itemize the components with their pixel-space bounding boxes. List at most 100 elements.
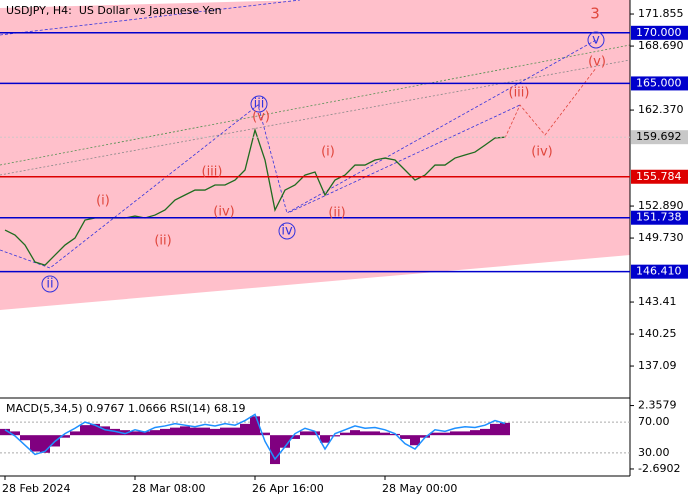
wave-circle xyxy=(278,222,296,240)
y-tick-label: 168.690 xyxy=(638,39,684,52)
macd-bar xyxy=(230,427,240,436)
macd-bar xyxy=(60,435,70,438)
wave-label: (i) xyxy=(96,194,110,209)
wave-label: (iii) xyxy=(202,165,223,180)
wave-circle xyxy=(250,95,268,113)
x-tick-label: 28 May 00:00 xyxy=(382,482,457,495)
macd-bar xyxy=(460,431,470,436)
macd-bar xyxy=(340,432,350,436)
level-label-box xyxy=(631,210,688,225)
macd-bar xyxy=(370,431,380,436)
macd-bar xyxy=(10,431,20,436)
indicator-title: MACD(5,34,5) 0.9767 1.0666 RSI(14) 68.19 xyxy=(6,402,245,415)
wave-label: 3 xyxy=(590,5,600,23)
macd-bar xyxy=(250,416,260,436)
level-label-box xyxy=(631,169,688,184)
trend-line xyxy=(0,59,631,176)
macd-bar xyxy=(30,435,40,452)
macd-bar xyxy=(500,422,510,436)
wave-label: (iv) xyxy=(213,205,234,220)
macd-bar xyxy=(330,435,340,437)
y-tick-label: 137.09 xyxy=(638,359,677,372)
x-tick-label: 28 Feb 2024 xyxy=(2,482,70,495)
level-label: 159.692 xyxy=(636,130,682,143)
macd-bar xyxy=(280,435,290,448)
y-tick-label: 171.855 xyxy=(638,7,684,20)
macd-bar xyxy=(120,430,130,436)
macd-bar xyxy=(260,432,270,436)
y-tick-label: 162.370 xyxy=(638,103,684,116)
macd-bar xyxy=(450,431,460,436)
y-tick-label: -2.6902 xyxy=(638,462,680,475)
macd-bar xyxy=(320,435,330,443)
macd-bar xyxy=(240,423,250,436)
macd-bar xyxy=(140,431,150,436)
macd-bar xyxy=(380,432,390,436)
level-label: 165.000 xyxy=(636,76,682,89)
macd-bar xyxy=(190,427,200,436)
level-label-box xyxy=(631,130,688,145)
trend-line xyxy=(0,44,631,166)
y2-tick-label: 70.00 xyxy=(638,415,670,428)
macd-bar xyxy=(440,432,450,436)
y-tick-label: 2.3579 xyxy=(638,399,677,412)
wave-line xyxy=(0,39,597,269)
level-label: 155.784 xyxy=(636,170,682,183)
macd-bar xyxy=(290,435,300,439)
macd-bar xyxy=(40,435,50,453)
macd-bar xyxy=(310,431,320,436)
macd-bar xyxy=(220,427,230,436)
level-label: 170.000 xyxy=(636,26,682,39)
wave-line xyxy=(289,104,521,213)
wave-circle xyxy=(587,31,605,49)
trend-line xyxy=(0,0,301,36)
chart-title: USDJPY, H4: US Dollar vs Japanese Yen xyxy=(6,4,222,17)
wave-label: (v) xyxy=(588,55,606,70)
x-tick-label: 28 Mar 08:00 xyxy=(132,482,205,495)
macd-bar xyxy=(200,427,210,436)
macd-bar xyxy=(490,423,500,436)
wave-projection xyxy=(504,67,597,139)
wave-label: v xyxy=(592,33,600,48)
macd-bar xyxy=(0,428,10,436)
wave-label: (ii) xyxy=(154,234,171,249)
macd-bar xyxy=(180,426,190,436)
macd-bar xyxy=(470,430,480,436)
y-tick-label: 152.890 xyxy=(638,199,684,212)
macd-bar xyxy=(270,435,280,465)
macd-bar xyxy=(100,426,110,436)
x-tick-label: 26 Apr 16:00 xyxy=(252,482,324,495)
level-label-box xyxy=(631,25,688,40)
macd-bar xyxy=(90,423,100,436)
y2-tick-label: 30.00 xyxy=(638,446,670,459)
macd-bar xyxy=(480,428,490,436)
macd-bar xyxy=(430,432,440,436)
wave-label: (ii) xyxy=(328,206,345,221)
macd-bar xyxy=(20,435,30,441)
macd-bar xyxy=(130,431,140,436)
channel xyxy=(0,0,630,310)
macd-bar xyxy=(300,431,310,436)
wave-label: iii xyxy=(254,97,265,112)
wave-label: (iv) xyxy=(531,145,552,160)
macd-bar xyxy=(80,425,90,436)
wave-label: (v) xyxy=(252,110,270,125)
macd-bar xyxy=(420,435,430,438)
macd-bar xyxy=(150,430,160,436)
y-tick-label: 140.25 xyxy=(638,327,677,340)
level-label-box xyxy=(631,264,688,279)
macd-bar xyxy=(360,431,370,436)
wave-label: iv xyxy=(281,224,293,239)
wave-label: (iii) xyxy=(509,86,530,101)
level-label: 151.738 xyxy=(636,211,682,224)
macd-bar xyxy=(210,428,220,436)
wave-circle xyxy=(41,275,59,293)
level-label: 146.410 xyxy=(636,265,682,278)
macd-bar xyxy=(170,427,180,436)
wave-label: (i) xyxy=(321,145,335,160)
rsi-line xyxy=(4,413,506,461)
macd-bar xyxy=(410,435,420,446)
macd-bar xyxy=(350,430,360,436)
y-tick-label: 149.730 xyxy=(638,231,684,244)
